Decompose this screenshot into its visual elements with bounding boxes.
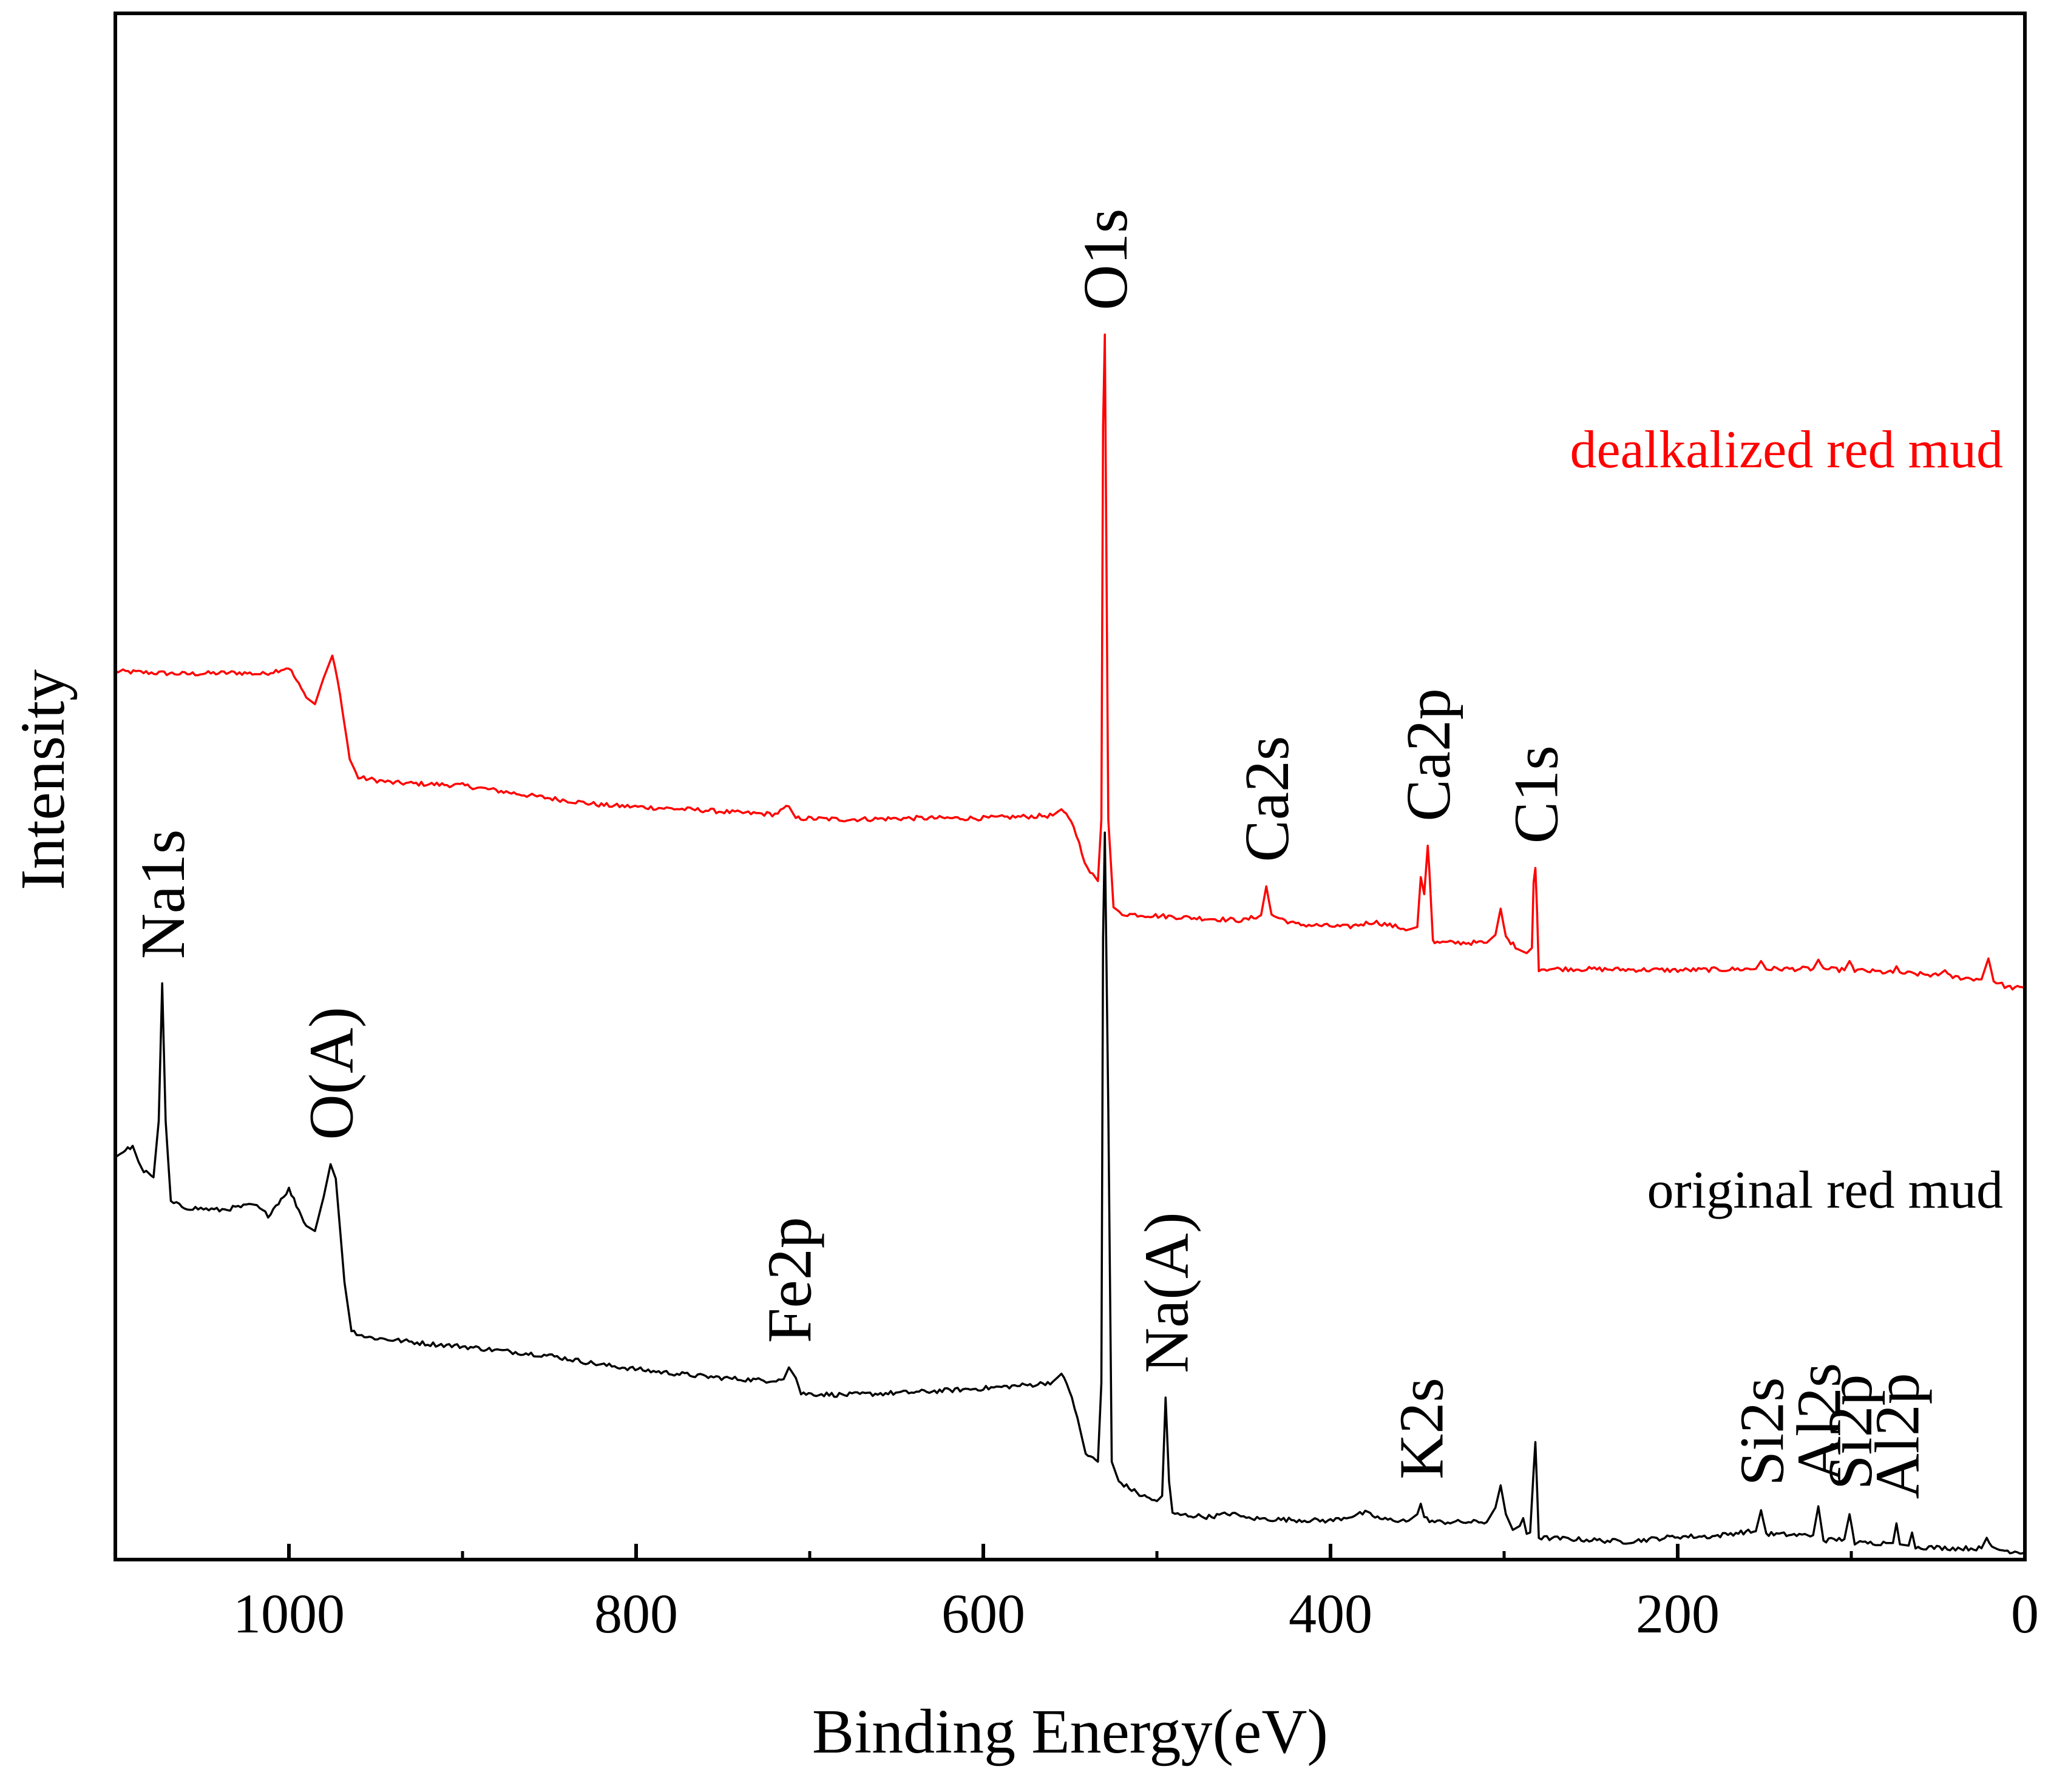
- x-tick-label: 800: [594, 1583, 678, 1645]
- peak-label: K2s: [1387, 1378, 1457, 1479]
- peak-label: Al2s: [1785, 1363, 1854, 1482]
- x-axis-ticks: 1000 800 600 400 200 0: [233, 1544, 2039, 1645]
- peak-label: Ca2p: [1394, 688, 1463, 822]
- series-label: original red mud: [1647, 1161, 2003, 1220]
- series-line-dealkalized: [115, 333, 2026, 991]
- plot-frame: [114, 12, 2027, 1561]
- x-tick-label: 0: [2011, 1583, 2039, 1645]
- x-axis-title: Binding Energy(eV): [812, 1697, 1328, 1767]
- x-tick-label: 400: [1289, 1583, 1372, 1645]
- x-tick-label: 200: [1636, 1583, 1720, 1645]
- peak-label: C1s: [1502, 745, 1571, 844]
- peak-label: Ca2s: [1232, 736, 1302, 862]
- series-label: dealkalized red mud: [1570, 421, 2003, 479]
- series-labels: dealkalized red mud original red mud: [1570, 421, 2003, 1220]
- peak-label: Fe2p: [755, 1217, 825, 1343]
- y-axis-title: Intensity: [8, 669, 78, 890]
- peak-label: Na1s: [128, 830, 198, 959]
- peak-label: Si2p: [1815, 1374, 1885, 1490]
- series-layer: [115, 333, 2026, 1555]
- x-tick-label: 1000: [233, 1583, 345, 1645]
- peak-label: O1s: [1071, 209, 1141, 311]
- x-tick-label: 600: [941, 1583, 1025, 1645]
- peak-label: O(A): [297, 1007, 367, 1140]
- series-line-original: [115, 831, 2026, 1555]
- peak-label: Si2s: [1727, 1377, 1797, 1486]
- peak-label: Al2p: [1862, 1373, 1932, 1499]
- peak-label: Na(A): [1131, 1212, 1201, 1373]
